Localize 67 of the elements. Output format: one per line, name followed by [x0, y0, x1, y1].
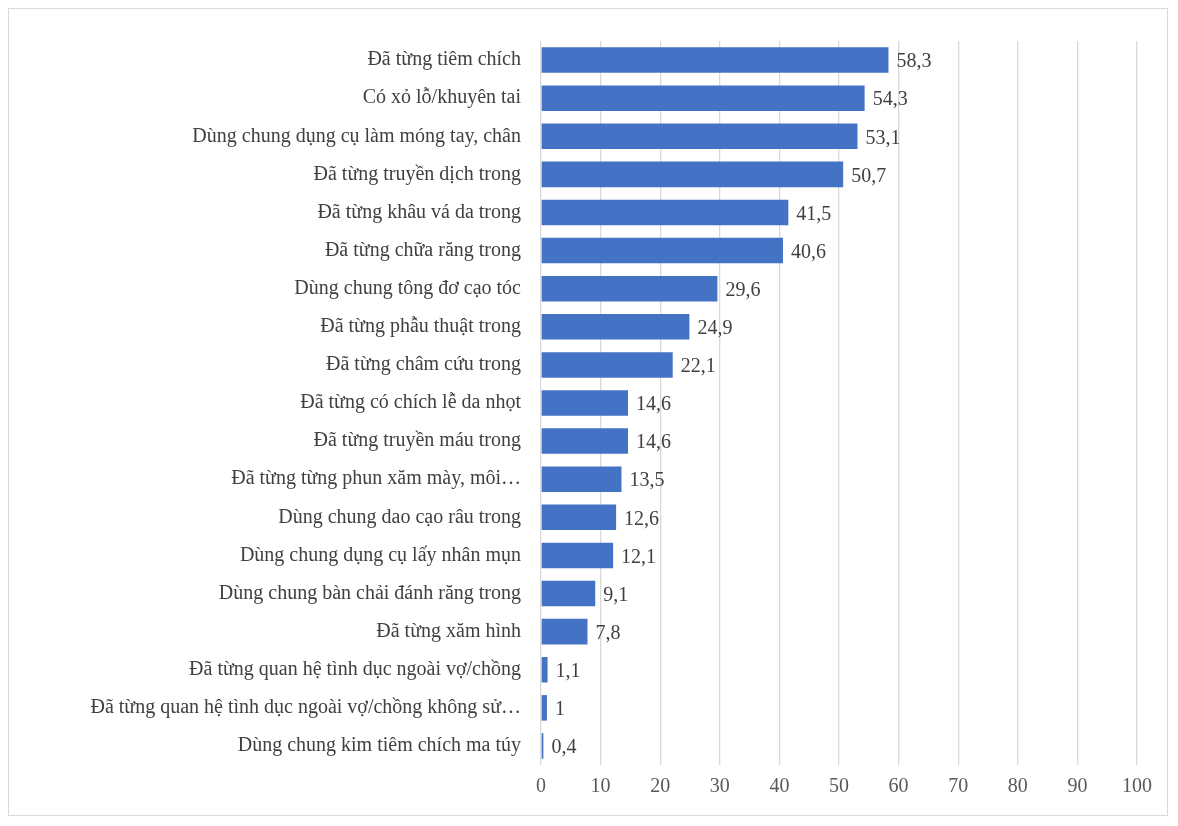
data-label: 40,6	[790, 239, 826, 262]
data-label: 12,6	[624, 506, 660, 529]
bar	[541, 542, 614, 569]
y-tick-label: Dùng chung kim tiêm chích ma túy	[237, 733, 521, 757]
x-tick-label: 20	[650, 774, 671, 797]
bar	[541, 580, 596, 607]
y-tick-label: Đã từng quan hệ tình dục ngoài vợ/chồng	[189, 656, 521, 680]
y-tick-label: Đã từng khâu vá da trong	[317, 199, 521, 223]
bar	[541, 428, 629, 454]
bar	[541, 161, 844, 188]
data-label: 1,1	[555, 658, 581, 681]
x-tick-label: 70	[948, 774, 969, 797]
data-label: 12,1	[621, 544, 657, 567]
bar	[541, 199, 789, 226]
bar	[541, 352, 673, 378]
bar	[541, 123, 858, 150]
x-tick-label: 60	[888, 774, 909, 797]
y-tick-label: Đã từng chữa răng trong	[324, 237, 521, 261]
y-tick-label: Dùng chung dụng cụ lấy nhân mụn	[239, 542, 521, 566]
bar	[541, 466, 622, 492]
y-tick-label: Đã từng xăm hình	[376, 618, 521, 642]
bar	[541, 504, 617, 531]
data-label: 41,5	[796, 201, 832, 224]
data-label: 13,5	[629, 468, 665, 491]
x-tick-label: 100	[1122, 774, 1152, 797]
y-tick-label: Đã từng có chích lễ da nhọt	[300, 390, 522, 414]
x-tick-label: 80	[1007, 774, 1028, 797]
y-tick-label: Dùng chung tông đơ cạo tóc	[294, 275, 522, 299]
y-tick-label: Đã từng truyền máu trong	[313, 428, 521, 452]
data-label: 50,7	[851, 163, 887, 186]
data-label: 7,8	[595, 620, 621, 643]
x-tick-label: 90	[1067, 774, 1088, 797]
y-tick-label: Dùng chung bàn chải đánh răng trong	[218, 580, 521, 604]
x-tick-label: 50	[829, 774, 849, 797]
data-label: 0,4	[551, 735, 577, 758]
bar	[541, 47, 889, 73]
bar	[541, 275, 718, 302]
y-tick-label: Dùng chung dao cạo râu trong	[278, 504, 521, 528]
x-tick-label: 30	[709, 774, 730, 797]
data-label: 24,9	[697, 316, 733, 339]
y-tick-label: Đã từng châm cứu trong	[326, 352, 521, 376]
bar	[541, 85, 865, 111]
x-tick-label: 0	[536, 774, 546, 797]
data-label: 54,3	[872, 87, 908, 110]
bar	[541, 314, 690, 340]
x-tick-label: 10	[590, 774, 611, 797]
y-tick-label: Dùng chung dụng cụ làm móng tay, chân	[192, 123, 521, 147]
bar	[541, 656, 548, 683]
y-tick-label: Có xỏ lỗ/khuyên tai	[362, 85, 522, 109]
y-tick-label: Đã từng từng phun xăm mày, môi…	[231, 466, 521, 490]
data-label: 22,1	[680, 354, 716, 377]
data-label: 53,1	[865, 125, 901, 148]
y-tick-label: Đã từng truyền dịch trong	[313, 161, 521, 185]
y-tick-label: Đã từng tiêm chích	[367, 47, 521, 71]
data-label: 29,6	[725, 277, 761, 300]
x-tick-label: 40	[769, 774, 790, 797]
bar	[541, 618, 588, 645]
data-label: 14,6	[636, 392, 672, 415]
data-label: 1	[554, 697, 565, 720]
data-label: 14,6	[636, 430, 672, 453]
bar	[541, 695, 547, 721]
bar	[541, 390, 629, 416]
bar	[541, 237, 783, 264]
data-label: 9,1	[603, 582, 629, 605]
y-tick-label: Đã từng phẫu thuật trong	[320, 314, 521, 338]
data-label: 58,3	[896, 49, 932, 72]
y-tick-label: Đã từng quan hệ tình dục ngoài vợ/chồng không sử…	[90, 695, 521, 719]
